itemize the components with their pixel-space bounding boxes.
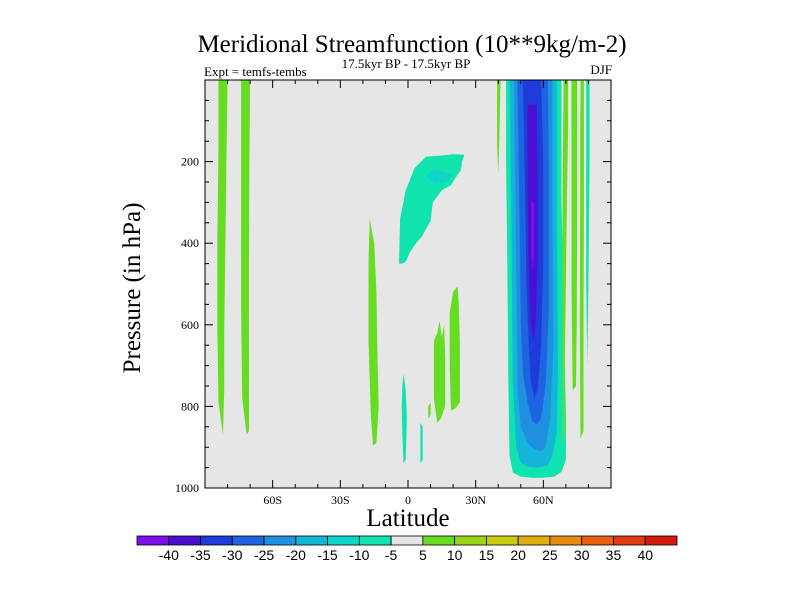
contour-pos-18n	[449, 286, 460, 411]
colorbar-swatch	[358, 535, 392, 546]
colorbar-swatch	[295, 535, 328, 546]
colorbar-swatch	[613, 535, 646, 546]
colorbar-label: 30	[574, 547, 590, 563]
x-tick-labels: 60S 30S 0 30N 60N	[263, 493, 554, 507]
colorbar-label: -10	[349, 547, 369, 563]
contour-neg-deep-0	[401, 373, 407, 464]
colorbar-label: -5	[385, 547, 398, 563]
colorbar-swatch	[517, 535, 551, 546]
colorbar-swatch	[390, 535, 424, 546]
contour-neg-upper-core	[426, 169, 454, 184]
x-axis-label: Latitude	[366, 505, 449, 532]
contour-neg-79n	[586, 80, 590, 366]
y-tick-label: 200	[181, 155, 199, 169]
colorbar-swatch	[231, 535, 265, 546]
colorbar-swatch	[644, 535, 678, 546]
colorbar-label: -15	[317, 547, 337, 563]
contour-pos-70n	[562, 80, 569, 444]
y-tick-labels: 200 400 600 800 1000	[175, 155, 199, 495]
contour-pos-38n-upper	[497, 80, 501, 174]
contour-neg-cell-40	[530, 202, 535, 272]
colorbar-label: 20	[510, 547, 526, 563]
x-tick-label: 60S	[263, 493, 282, 507]
colorbar-swatch	[168, 535, 201, 546]
colorbar-label: 5	[419, 547, 427, 563]
contour-pos-9n-bottom	[428, 402, 431, 419]
colorbar-label: 10	[447, 547, 463, 563]
colorbar-label: -40	[159, 547, 179, 563]
y-tick-label: 800	[181, 399, 199, 413]
x-tick-label: 60N	[533, 493, 554, 507]
colorbar-swatch	[263, 535, 297, 546]
colorbar-label: -30	[222, 547, 242, 563]
colorbar-label: -20	[286, 547, 306, 563]
y-tick-label: 600	[181, 318, 199, 332]
y-tick-label: 1000	[175, 481, 199, 495]
colorbar-labels: -40 -35 -30 -25 -20 -15 -10 -5 5 10 15 20 25 30 35 40	[159, 547, 654, 563]
chart-title: Meridional Streamfunction (10**9kg/m-2)	[197, 31, 626, 58]
colorbar-swatch	[136, 535, 170, 546]
chart-subtitle: 17.5kyr BP - 17.5kyr BP	[342, 56, 471, 71]
y-tick-label: 400	[181, 236, 199, 250]
colorbar-label: 15	[479, 547, 495, 563]
contour-pos-12n	[433, 320, 446, 423]
colorbar-label: 35	[606, 547, 622, 563]
contour-pos-73n	[571, 80, 578, 391]
axis-ticks	[205, 80, 611, 489]
colorbar-label: -25	[254, 547, 274, 563]
contour-fills	[217, 80, 590, 478]
x-tick-label: 0	[405, 493, 411, 507]
colorbar	[136, 535, 678, 546]
colorbar-label: 25	[542, 547, 558, 563]
colorbar-swatch	[549, 535, 583, 546]
colorbar-swatch	[422, 535, 456, 546]
experiment-label: Expt = temfs-tembs	[204, 64, 307, 79]
plot-area	[204, 79, 612, 489]
colorbar-label: 40	[637, 547, 653, 563]
contour-neg-upper-tropics	[399, 154, 465, 264]
contour-pos-tongue-17s	[368, 218, 379, 446]
contour-neg-deep-6n	[420, 422, 423, 464]
colorbar-label: -35	[190, 547, 210, 563]
colorbar-swatch	[486, 535, 519, 546]
colorbar-swatch	[581, 535, 614, 546]
x-tick-label: 30S	[331, 493, 350, 507]
x-tick-label: 30N	[465, 493, 486, 507]
colorbar-swatch	[327, 535, 360, 546]
colorbar-swatch	[200, 535, 233, 546]
season-label: DJF	[590, 62, 612, 77]
plot-frame	[204, 79, 612, 489]
contour-pos-77n	[579, 80, 584, 439]
colorbar-swatch	[454, 535, 487, 546]
y-axis-label: Pressure (in hPa)	[119, 203, 146, 374]
contour-pos-col-82s	[217, 80, 228, 435]
contour-pos-col-72s	[241, 80, 251, 435]
